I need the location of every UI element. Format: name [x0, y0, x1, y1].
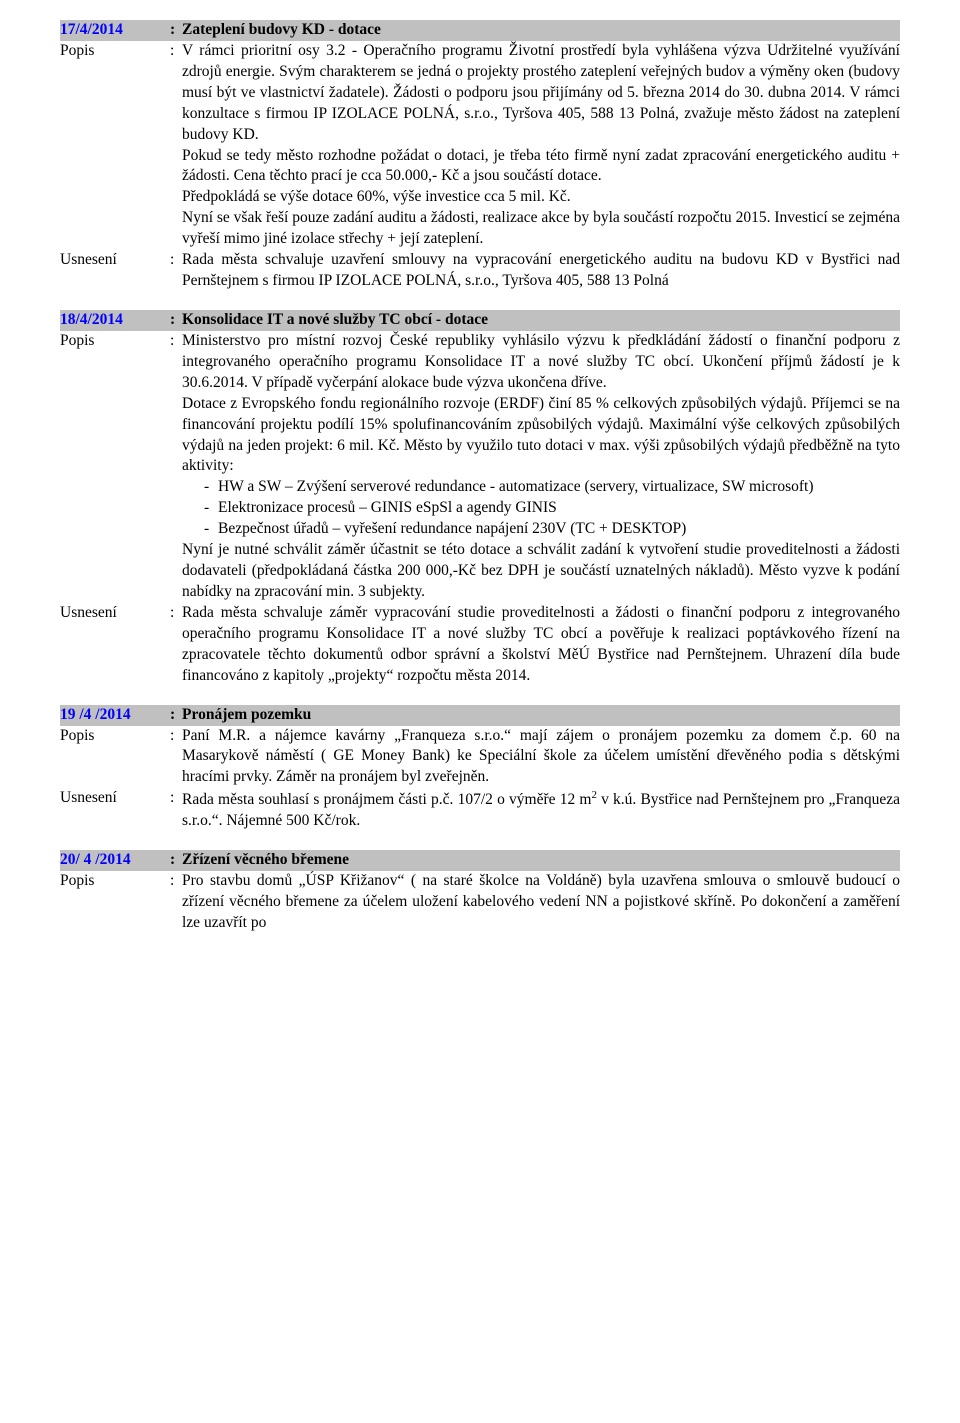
dash-icon: -: [204, 519, 218, 540]
label-usneseni: Usnesení: [60, 788, 170, 809]
item-date: 19 /4 /2014: [60, 705, 170, 726]
list-item: -Elektronizace procesů – GINIS eSpSl a a…: [204, 498, 900, 519]
separator: :: [170, 20, 182, 41]
label-usneseni: Usnesení: [60, 250, 170, 271]
item-title: Zateplení budovy KD - dotace: [182, 20, 900, 41]
popis-body: V rámci prioritní osy 3.2 - Operačního p…: [182, 41, 900, 250]
item-title: Zřízení věcného břemene: [182, 850, 900, 871]
list-item-text: Elektronizace procesů – GINIS eSpSl a ag…: [218, 498, 900, 519]
popis-row: Popis : Pro stavbu domů „ÚSP Křižanov“ (…: [60, 871, 900, 934]
usneseni-paragraph: Rada města souhlasí s pronájmem části p.…: [182, 788, 900, 832]
popis-paragraph: Dotace z Evropského fondu regionálního r…: [182, 394, 900, 478]
agenda-item: 18/4/2014 : Konsolidace IT a nové služby…: [60, 310, 900, 687]
item-date: 17/4/2014: [60, 20, 170, 41]
item-date: 20/ 4 /2014: [60, 850, 170, 871]
label-popis: Popis: [60, 41, 170, 62]
agenda-item: 17/4/2014 : Zateplení budovy KD - dotace…: [60, 20, 900, 292]
popis-paragraph: Předpokládá se výše dotace 60%, výše inv…: [182, 187, 900, 208]
popis-list: -HW a SW – Zvýšení serverové redundance …: [182, 477, 900, 540]
separator: :: [170, 331, 182, 352]
popis-paragraph: Nyní je nutné schválit záměr účastnit se…: [182, 540, 900, 603]
usneseni-paragraph: Rada města schvaluje záměr vypracování s…: [182, 603, 900, 687]
popis-body: Pro stavbu domů „ÚSP Křižanov“ ( na star…: [182, 871, 900, 934]
item-title: Pronájem pozemku: [182, 705, 900, 726]
usneseni-row: Usnesení : Rada města schvaluje záměr vy…: [60, 603, 900, 687]
popis-row: Popis : Ministerstvo pro místní rozvoj Č…: [60, 331, 900, 603]
popis-paragraph: Pokud se tedy město rozhodne požádat o d…: [182, 146, 900, 188]
separator: :: [170, 788, 182, 809]
dash-icon: -: [204, 477, 218, 498]
list-item-text: Bezpečnost úřadů – vyřešení redundance n…: [218, 519, 900, 540]
separator: :: [170, 705, 182, 726]
separator: :: [170, 726, 182, 747]
list-item: -HW a SW – Zvýšení serverové redundance …: [204, 477, 900, 498]
item-header: 20/ 4 /2014 : Zřízení věcného břemene: [60, 850, 900, 871]
separator: :: [170, 41, 182, 62]
popis-body: Paní M.R. a nájemce kavárny „Franqueza s…: [182, 726, 900, 789]
separator: :: [170, 871, 182, 892]
label-popis: Popis: [60, 726, 170, 747]
list-item-text: HW a SW – Zvýšení serverové redundance -…: [218, 477, 900, 498]
popis-row: Popis : V rámci prioritní osy 3.2 - Oper…: [60, 41, 900, 250]
popis-paragraph: V rámci prioritní osy 3.2 - Operačního p…: [182, 41, 900, 146]
usneseni-body: Rada města souhlasí s pronájmem části p.…: [182, 788, 900, 832]
list-item: -Bezpečnost úřadů – vyřešení redundance …: [204, 519, 900, 540]
label-popis: Popis: [60, 871, 170, 892]
item-title: Konsolidace IT a nové služby TC obcí - d…: [182, 310, 900, 331]
separator: :: [170, 250, 182, 271]
popis-paragraph: Ministerstvo pro místní rozvoj České rep…: [182, 331, 900, 394]
usneseni-row: Usnesení : Rada města souhlasí s pronájm…: [60, 788, 900, 832]
spacer: [60, 296, 900, 310]
popis-paragraph: Pro stavbu domů „ÚSP Křižanov“ ( na star…: [182, 871, 900, 934]
separator: :: [170, 603, 182, 624]
usneseni-body: Rada města schvaluje záměr vypracování s…: [182, 603, 900, 687]
usneseni-paragraph: Rada města schvaluje uzavření smlouvy na…: [182, 250, 900, 292]
popis-row: Popis : Paní M.R. a nájemce kavárny „Fra…: [60, 726, 900, 789]
spacer: [60, 836, 900, 850]
usneseni-body: Rada města schvaluje uzavření smlouvy na…: [182, 250, 900, 292]
label-popis: Popis: [60, 331, 170, 352]
item-header: 18/4/2014 : Konsolidace IT a nové služby…: [60, 310, 900, 331]
separator: :: [170, 850, 182, 871]
popis-body: Ministerstvo pro místní rozvoj České rep…: [182, 331, 900, 603]
item-header: 19 /4 /2014 : Pronájem pozemku: [60, 705, 900, 726]
usneseni-row: Usnesení : Rada města schvaluje uzavření…: [60, 250, 900, 292]
separator: :: [170, 310, 182, 331]
spacer: [60, 691, 900, 705]
item-date: 18/4/2014: [60, 310, 170, 331]
agenda-item: 19 /4 /2014 : Pronájem pozemku Popis : P…: [60, 705, 900, 833]
item-header: 17/4/2014 : Zateplení budovy KD - dotace: [60, 20, 900, 41]
label-usneseni: Usnesení: [60, 603, 170, 624]
popis-paragraph: Nyní se však řeší pouze zadání auditu a …: [182, 208, 900, 250]
dash-icon: -: [204, 498, 218, 519]
agenda-item: 20/ 4 /2014 : Zřízení věcného břemene Po…: [60, 850, 900, 934]
popis-paragraph: Paní M.R. a nájemce kavárny „Franqueza s…: [182, 726, 900, 789]
